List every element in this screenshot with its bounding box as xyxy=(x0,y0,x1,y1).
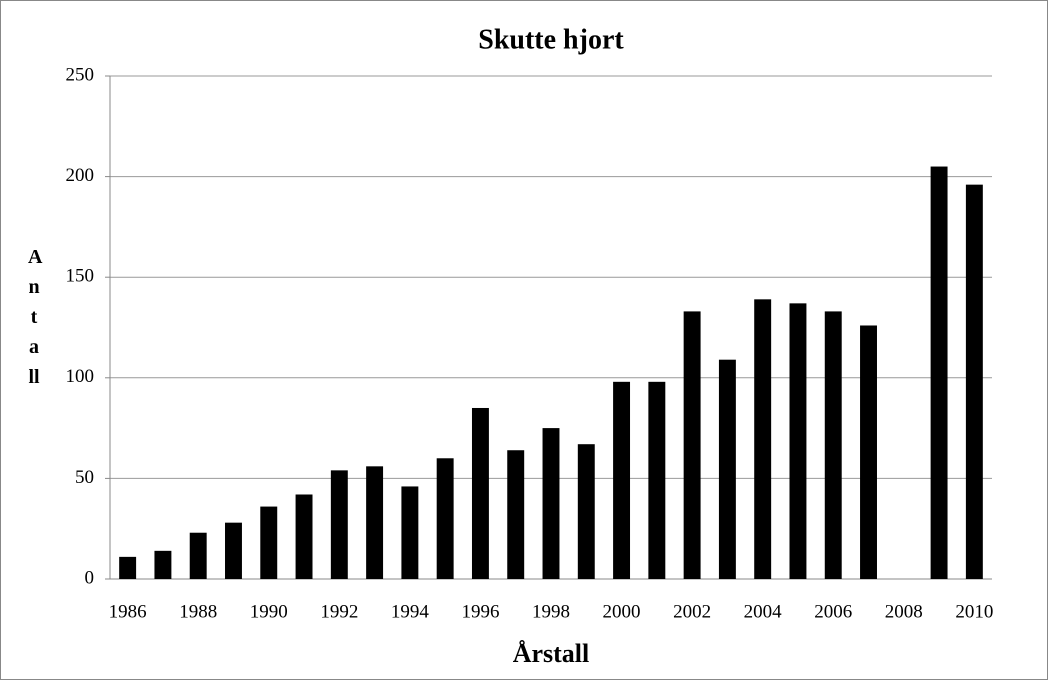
y-tick-label: 50 xyxy=(75,467,94,488)
bar xyxy=(225,522,242,579)
x-tick-label: 2006 xyxy=(814,601,852,622)
bar xyxy=(436,458,454,579)
x-axis-title: Årstall xyxy=(513,639,590,668)
x-tick-label: 2000 xyxy=(603,601,641,622)
bar xyxy=(366,466,384,579)
bar xyxy=(119,556,137,579)
bar xyxy=(648,381,666,579)
x-tick-label: 1986 xyxy=(109,601,147,622)
y-tick-label: 0 xyxy=(85,567,95,588)
x-tick-label: 2002 xyxy=(673,601,711,622)
bar xyxy=(824,311,842,579)
bar xyxy=(401,486,419,579)
x-tick-label: 2008 xyxy=(885,601,923,622)
y-tick-label: 250 xyxy=(66,64,95,85)
x-tick-label: 2010 xyxy=(955,601,993,622)
x-tick-label: 1990 xyxy=(250,601,288,622)
y-tick-label: 200 xyxy=(66,165,95,186)
x-tick-label: 1998 xyxy=(532,601,570,622)
bar xyxy=(295,494,313,579)
bar xyxy=(930,166,948,580)
bar xyxy=(260,506,278,579)
bar xyxy=(471,407,489,579)
bar xyxy=(860,325,877,579)
x-tick-label: 1992 xyxy=(320,601,358,622)
bar xyxy=(189,532,207,579)
y-tick-label: 100 xyxy=(66,366,95,387)
y-axis-title: Antall xyxy=(28,246,43,388)
x-tick-label: 2004 xyxy=(744,601,783,622)
bar xyxy=(965,184,983,579)
bar xyxy=(718,359,736,579)
bar xyxy=(507,450,525,579)
bar xyxy=(577,444,595,579)
bar xyxy=(542,428,560,579)
x-tick-label: 1988 xyxy=(179,601,217,622)
bar xyxy=(789,303,807,579)
y-tick-label: 150 xyxy=(66,266,95,287)
x-tick-label: 1994 xyxy=(391,601,430,622)
bar xyxy=(154,550,172,579)
bar xyxy=(754,299,772,579)
chart-title: Skutte hjort xyxy=(478,24,624,55)
bar xyxy=(330,470,348,579)
bar xyxy=(613,381,631,579)
bar xyxy=(683,311,701,579)
x-tick-label: 1996 xyxy=(461,601,499,622)
